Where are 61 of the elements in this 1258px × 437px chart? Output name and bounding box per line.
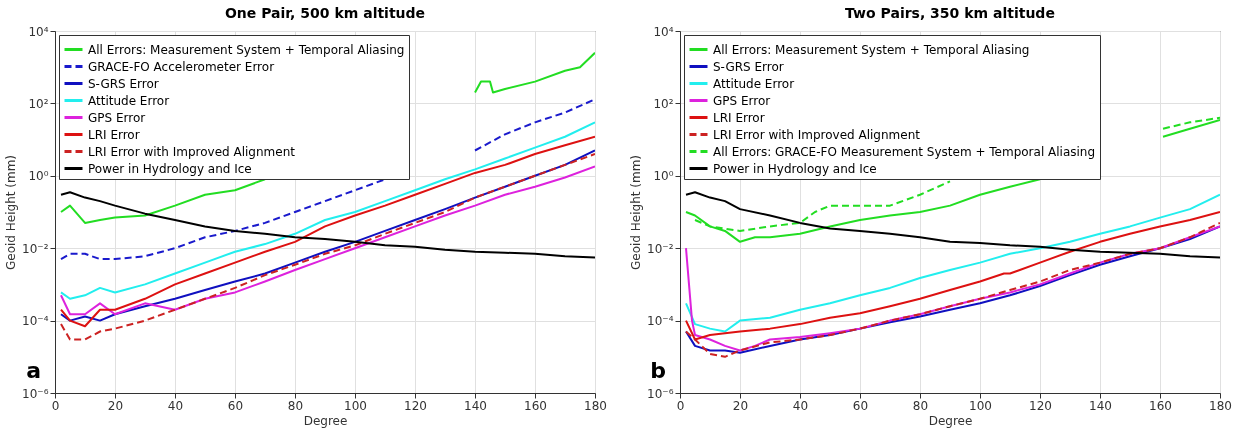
legend-label: LRI Error with Improved Alignment: [713, 127, 921, 142]
x-tick-label: 160: [1149, 398, 1172, 413]
y-tick-label: 10⁻⁶: [22, 386, 49, 401]
x-tick-label: 140: [464, 398, 487, 413]
y-axis-title: Geoid Height (mm): [4, 154, 19, 271]
y-tick-label: 10⁻²: [22, 241, 49, 256]
x-axis-title: Degree: [928, 413, 973, 428]
line-series: [685, 193, 1220, 333]
x-tick-label: 180: [1209, 398, 1232, 413]
legend-label: All Errors: Measurement System + Temporal Aliasing: [88, 42, 405, 57]
y-axis-title: Geoid Height (mm): [629, 154, 644, 271]
x-tick-label: 100: [344, 398, 367, 413]
x-tick-label: 0: [676, 398, 685, 413]
line-series: [685, 191, 1220, 259]
y-tick-label: 10⁰: [653, 169, 674, 184]
chart-title: Two Pairs, 350 km altitude: [845, 5, 1055, 21]
legend-label: LRI Error with Improved Alignment: [88, 144, 296, 159]
legend-label: All Errors: Measurement System + Temporal Aliasing: [713, 42, 1030, 57]
x-tick-label: 80: [287, 398, 304, 413]
chart-title: One Pair, 500 km altitude: [224, 5, 426, 21]
x-tick-label: 60: [227, 398, 244, 413]
x-tick-label: 20: [732, 398, 749, 413]
line-series: [60, 191, 595, 259]
x-tick-label: 40: [792, 398, 809, 413]
y-tick-label: 10²: [28, 96, 49, 111]
y-tick-label: 10⁻⁶: [647, 386, 674, 401]
legend-label: S-GRS Error: [713, 59, 784, 74]
legend-label: S-GRS Error: [88, 76, 159, 91]
x-tick-label: 120: [404, 398, 427, 413]
x-tick-label: 180: [584, 398, 607, 413]
line-series: [60, 121, 595, 300]
y-tick-label: 10⁰: [28, 169, 49, 184]
legend-label: Power in Hydrology and Ice: [713, 161, 877, 176]
x-axis-title: Degree: [303, 413, 348, 428]
x-tick-label: 100: [969, 398, 992, 413]
x-tick-label: 80: [912, 398, 929, 413]
x-tick-label: 120: [1029, 398, 1052, 413]
y-tick-label: 10⁻²: [647, 241, 674, 256]
y-tick-label: 10⁻⁴: [22, 314, 49, 329]
y-tick-label: 10⁴: [28, 24, 49, 39]
text: a: [26, 358, 41, 383]
x-tick-label: 40: [167, 398, 184, 413]
text: b: [650, 358, 666, 383]
legend-label: GPS Error: [88, 110, 146, 125]
legend-label: GRACE-FO Accelerometer Error: [88, 59, 275, 74]
legend-label: GPS Error: [713, 93, 771, 108]
y-tick-label: 10⁻⁴: [647, 314, 674, 329]
legend-label: Attitude Error: [713, 76, 795, 91]
legend-label: Power in Hydrology and Ice: [88, 161, 252, 176]
legend-label: Attitude Error: [88, 93, 170, 108]
x-tick-label: 0: [51, 398, 60, 413]
y-tick-label: 10⁴: [653, 24, 674, 39]
legend-label: All Errors: GRACE-FO Measurement System + Temporal Aliasing: [713, 144, 1096, 159]
x-tick-label: 20: [107, 398, 124, 413]
x-tick-label: 140: [1089, 398, 1112, 413]
y-tick-label: 10²: [653, 96, 674, 111]
legend-label: LRI Error: [88, 127, 140, 142]
x-tick-label: 160: [524, 398, 547, 413]
x-tick-label: 60: [852, 398, 869, 413]
line-series: [685, 211, 1220, 341]
legend-label: LRI Error: [713, 110, 765, 125]
